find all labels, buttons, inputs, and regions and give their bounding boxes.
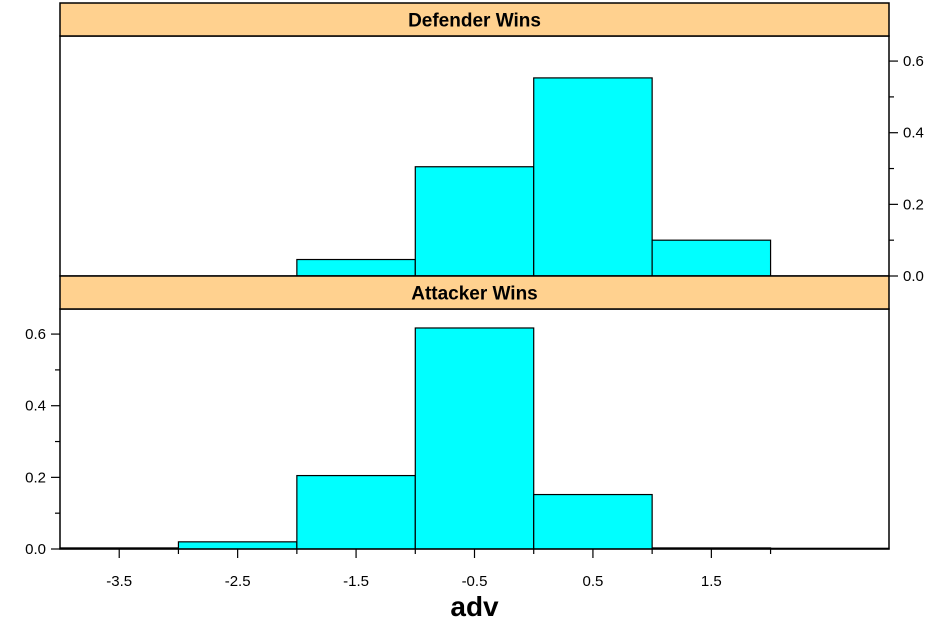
histogram-bar [177, 541, 298, 550]
histogram-bar [414, 166, 535, 277]
x-tick-label: -3.5 [106, 573, 132, 590]
x-axis-title: adv [450, 591, 499, 622]
x-tick-label: -1.5 [343, 573, 369, 590]
histogram-bar [414, 327, 535, 550]
x-tick-label: -2.5 [225, 573, 251, 590]
x-tick-label: -0.5 [462, 573, 488, 590]
histogram-bar [651, 239, 772, 277]
x-tick-label: 1.5 [701, 573, 722, 590]
histogram-bar [296, 258, 416, 277]
y-tick-label: 0.6 [25, 326, 46, 343]
y-tick-label: 0.4 [903, 125, 924, 142]
panel-title: Attacker Wins [411, 284, 538, 305]
y-tick-label: 0.0 [25, 541, 46, 558]
y-tick-label: 0.6 [903, 53, 924, 70]
histogram-bar [533, 77, 653, 277]
panel-strip [59, 275, 890, 310]
histogram-bar [296, 474, 416, 550]
y-tick-label: 0.4 [25, 398, 46, 415]
histogram-bar [533, 493, 653, 550]
x-tick-label: 0.5 [582, 573, 603, 590]
y-tick-label: 0.2 [25, 469, 46, 486]
panel-strip [59, 2, 890, 37]
y-tick-label: 0.0 [903, 268, 924, 285]
y-tick-label: 0.2 [903, 196, 924, 213]
panel-title: Defender Wins [408, 11, 541, 32]
